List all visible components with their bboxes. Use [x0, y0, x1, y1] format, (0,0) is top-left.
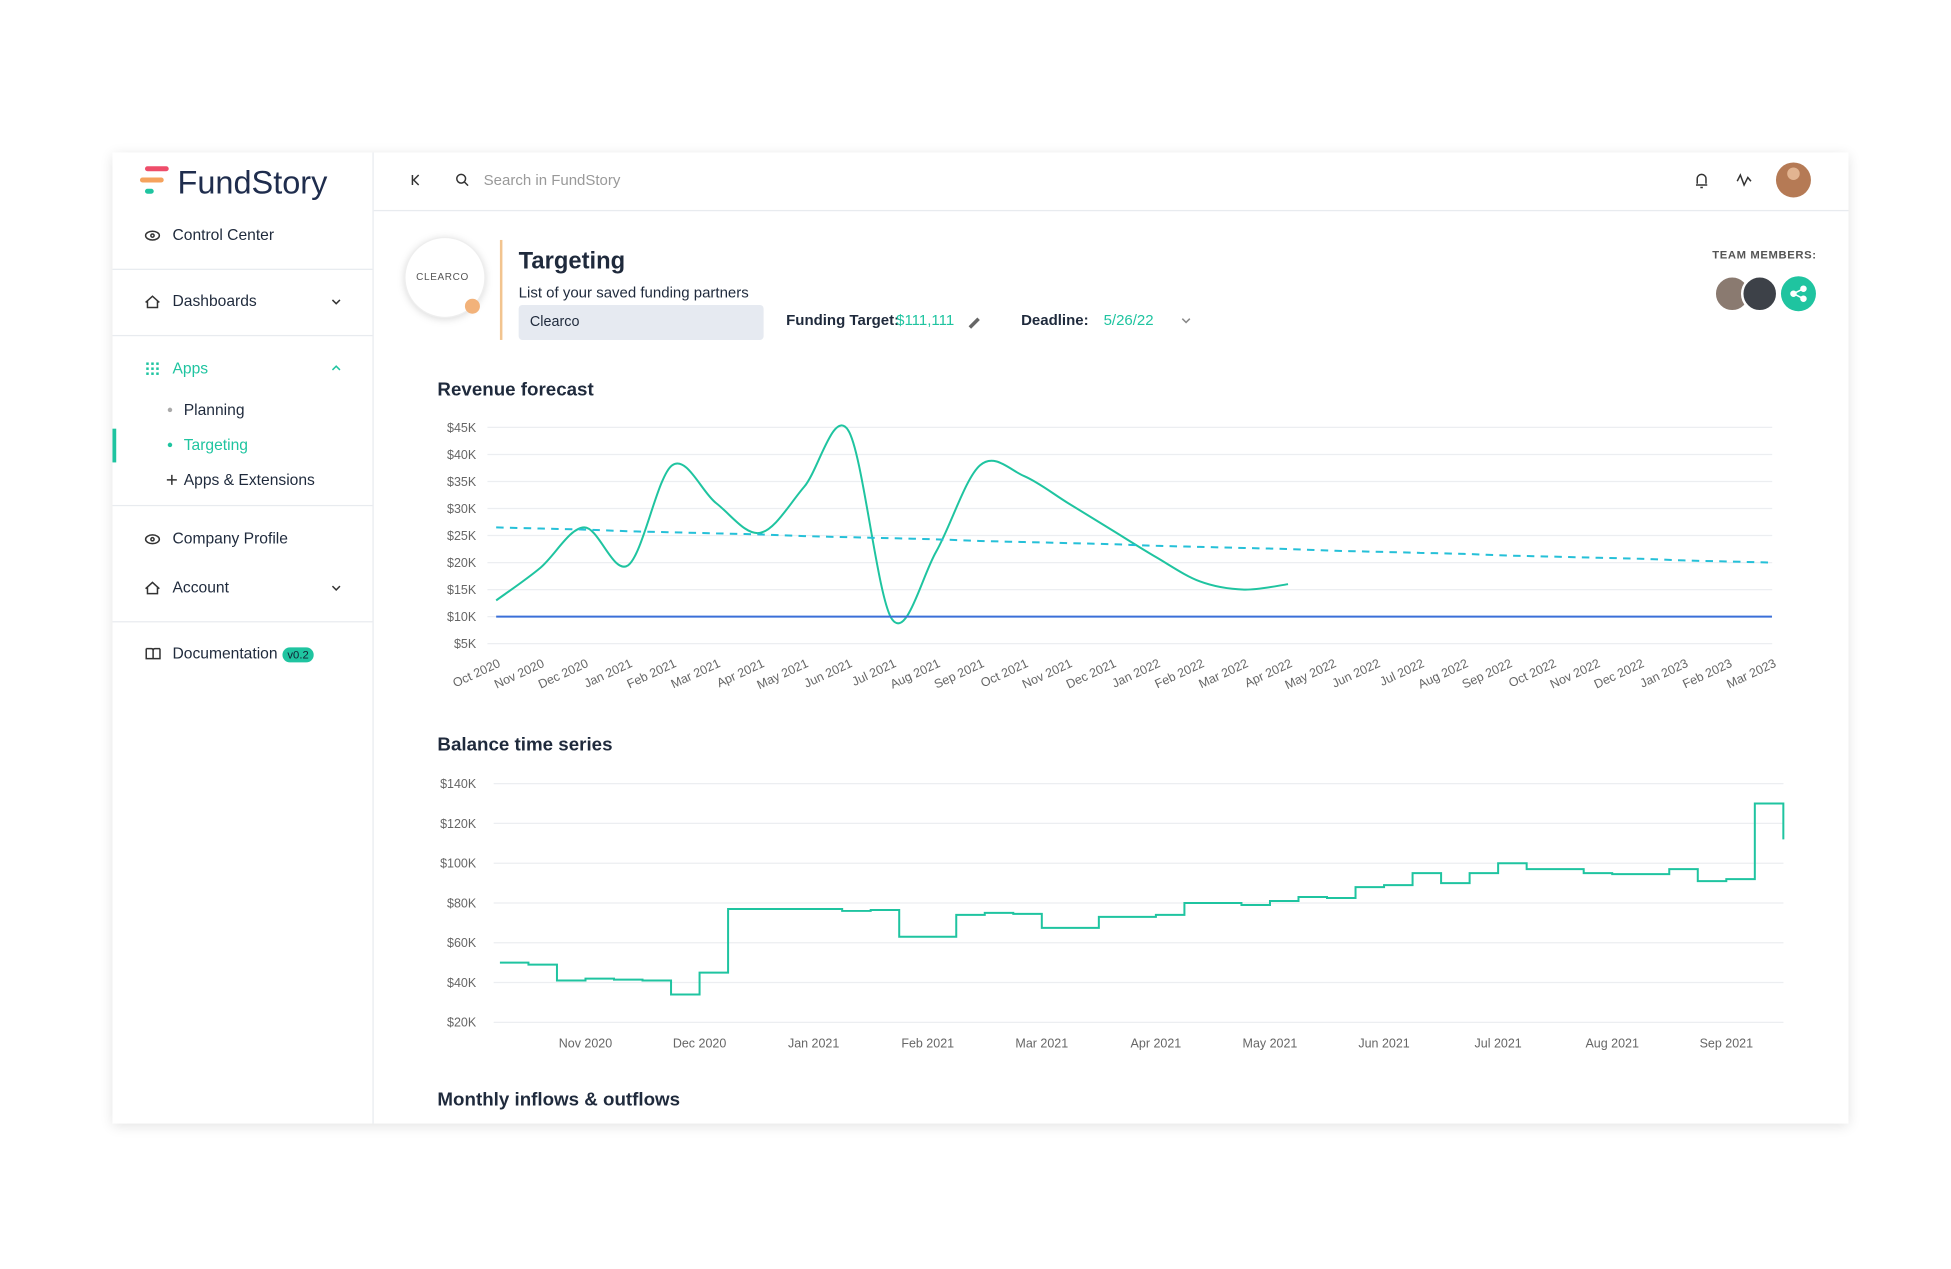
- data-line: [496, 526, 1772, 564]
- chart-title: Balance time series: [437, 734, 613, 756]
- nav-item[interactable]: Apps: [172, 359, 209, 378]
- x-tick-label: Feb 2023: [1681, 656, 1735, 691]
- team-label: TEAM MEMBERS:: [1712, 248, 1817, 262]
- section-title: Monthly inflows & outflows: [437, 1089, 681, 1111]
- y-tick-label: $40K: [447, 976, 477, 990]
- data-line: [495, 424, 1289, 624]
- search-input[interactable]: Search in FundStory: [483, 171, 621, 189]
- x-tick-label: May 2021: [1243, 1036, 1298, 1050]
- y-tick-label: $140K: [440, 777, 477, 791]
- y-tick-label: $10K: [447, 610, 477, 624]
- y-tick-label: $80K: [447, 896, 477, 910]
- funding-target-value[interactable]: $111,111: [896, 311, 955, 329]
- nav-subitem[interactable]: Planning: [183, 401, 245, 419]
- x-tick-label: Feb 2021: [901, 1036, 954, 1050]
- x-tick-label: Dec 2020: [536, 656, 590, 691]
- team-avatar[interactable]: [1740, 274, 1779, 313]
- funding-target-label: Funding Target:: [786, 311, 900, 329]
- share-button[interactable]: [1780, 276, 1816, 312]
- y-tick-label: $40K: [447, 448, 477, 462]
- x-tick-label: May 2021: [755, 656, 811, 692]
- x-tick-label: Jun 2021: [1358, 1036, 1409, 1050]
- x-tick-label: Dec 2022: [1592, 656, 1646, 691]
- deadline-value[interactable]: 5/26/22: [1103, 311, 1154, 329]
- x-tick-label: Nov 2020: [559, 1036, 612, 1050]
- y-tick-label: $45K: [447, 421, 477, 435]
- x-tick-label: Feb 2022: [1153, 656, 1207, 691]
- x-tick-label: Sep 2021: [932, 656, 986, 691]
- nav-subitem[interactable]: Targeting: [183, 436, 249, 454]
- app-card: [112, 152, 1849, 1124]
- nav-item[interactable]: Dashboards: [172, 292, 257, 310]
- bullet: [167, 407, 173, 413]
- x-tick-label: Mar 2023: [1725, 656, 1779, 691]
- x-tick-label: Jan 2021: [788, 1036, 839, 1050]
- x-tick-label: Jul 2021: [1475, 1036, 1522, 1050]
- nav-subitem[interactable]: Apps & Extensions: [183, 471, 315, 489]
- x-tick-label: Sep 2022: [1460, 656, 1514, 691]
- x-tick-label: Jun 2021: [802, 656, 855, 690]
- partner-select[interactable]: [518, 304, 764, 340]
- version-badge: v0.2: [282, 647, 314, 663]
- x-tick-label: Mar 2022: [1197, 656, 1251, 691]
- nav-item[interactable]: Company Profile: [172, 529, 288, 548]
- brand-logo: [139, 166, 169, 194]
- sidebar-border: [372, 152, 374, 1124]
- x-tick-label: Aug 2021: [1585, 1036, 1639, 1050]
- status-dot: [464, 298, 480, 314]
- y-tick-label: $35K: [447, 475, 477, 489]
- active-indicator: [112, 428, 117, 463]
- x-tick-label: Dec 2021: [1064, 656, 1118, 691]
- divider: [112, 621, 373, 623]
- nav-item[interactable]: Documentation: [172, 644, 278, 663]
- y-tick-label: $15K: [447, 583, 477, 597]
- apps-grid-icon: [146, 362, 159, 375]
- y-tick-label: $30K: [447, 502, 477, 516]
- x-tick-label: May 2022: [1283, 656, 1339, 692]
- header-divider: [499, 239, 503, 340]
- x-tick-label: Jun 2022: [1330, 656, 1383, 690]
- partner-logo: [404, 236, 486, 319]
- x-tick-label: Mar 2021: [669, 656, 723, 691]
- divider: [112, 334, 373, 337]
- divider: [112, 268, 373, 270]
- partner-logo-text: CLEARCO: [416, 271, 469, 283]
- nav-item[interactable]: Control Center: [172, 226, 275, 244]
- nav-item[interactable]: Account: [172, 578, 229, 597]
- divider: [112, 504, 373, 507]
- partner-select-value: Clearco: [529, 314, 580, 330]
- chart-title: Revenue forecast: [437, 379, 594, 401]
- data-line: [499, 802, 1785, 996]
- nav-icons: [144, 173, 1752, 660]
- y-tick-label: $120K: [440, 817, 477, 831]
- x-tick-label: Sep 2021: [1700, 1036, 1754, 1050]
- x-tick-label: Feb 2021: [625, 656, 679, 691]
- topbar-border: [373, 209, 1849, 212]
- page-title: Targeting: [518, 248, 626, 275]
- y-tick-label: $20K: [447, 1016, 477, 1030]
- x-tick-label: Dec 2020: [673, 1036, 726, 1050]
- page-subtitle: List of your saved funding partners: [518, 283, 749, 302]
- brand-name: FundStory: [177, 163, 328, 202]
- y-tick-label: $60K: [447, 936, 477, 950]
- bullet: [167, 442, 173, 448]
- y-tick-label: $25K: [447, 529, 477, 543]
- x-tick-label: Apr 2021: [1131, 1036, 1182, 1050]
- y-tick-label: $100K: [440, 857, 477, 871]
- y-tick-label: $20K: [447, 556, 477, 570]
- y-tick-label: $5K: [454, 637, 477, 651]
- avatar-face: [1787, 167, 1800, 180]
- share-icon: [1790, 285, 1807, 302]
- deadline-label: Deadline:: [1021, 311, 1089, 329]
- x-tick-label: Mar 2021: [1015, 1036, 1068, 1050]
